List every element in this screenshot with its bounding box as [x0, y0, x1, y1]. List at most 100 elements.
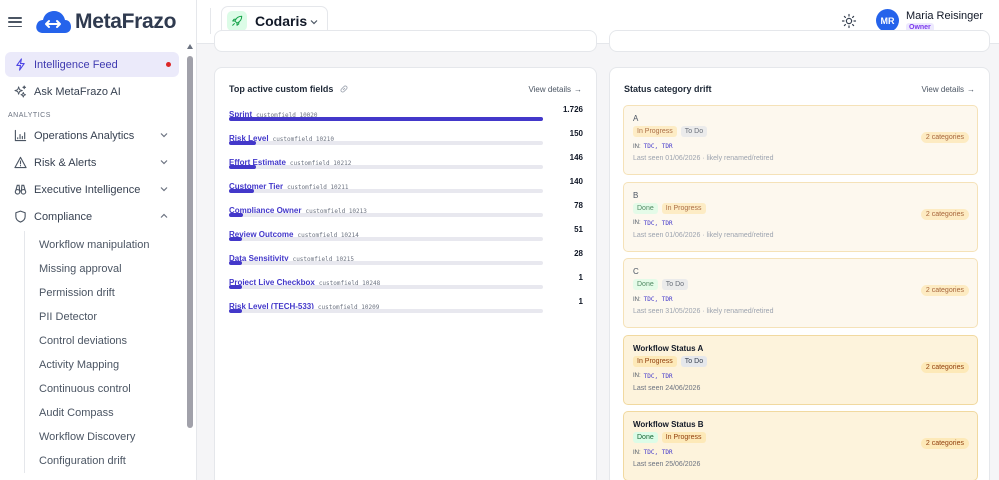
sidebar-subitem-pii-detector[interactable]: PII Detector: [39, 311, 98, 323]
sidebar-item-ask-ai[interactable]: Ask MetaFrazo AI: [5, 79, 179, 104]
chevron-up-icon: [160, 213, 168, 218]
menu-icon[interactable]: [8, 17, 22, 27]
custom-field-key: customfield_10214: [297, 232, 359, 239]
status-tag: To Do: [661, 279, 689, 290]
drift-in-label: IN:: [633, 449, 641, 456]
arrow-right-icon: →: [574, 85, 582, 94]
user-name[interactable]: Maria Reisinger: [906, 10, 984, 22]
sidebar-subitem-control-deviations[interactable]: Control deviations: [39, 335, 128, 347]
sidebar-item-intelligence-feed[interactable]: Intelligence Feed: [5, 52, 179, 77]
custom-field-value: 78: [574, 201, 583, 210]
sidebar-item-compliance[interactable]: Compliance: [5, 204, 179, 229]
usage-bar-track: [229, 117, 543, 121]
categories-badge: 2 categories: [920, 438, 969, 449]
sidebar: MetaFrazo Intelligence Feed Ask MetaFraz…: [0, 0, 197, 480]
custom-field-value: 28: [574, 249, 583, 258]
drift-projects: IN: TDC, TDR: [633, 296, 673, 303]
logo[interactable]: MetaFrazo: [34, 9, 176, 35]
sidebar-subitem-workflow-discovery[interactable]: Workflow Discovery: [39, 431, 136, 443]
avatar[interactable]: MR: [876, 9, 899, 32]
custom-field-row[interactable]: Review Outcome customfield_10214 51: [229, 224, 583, 248]
sidebar-item-label: Risk & Alerts: [34, 156, 97, 169]
custom-field-name[interactable]: Project Live Checkbox: [229, 278, 315, 287]
sidebar-header: MetaFrazo: [0, 0, 196, 44]
categories-badge: 2 categories: [920, 361, 969, 373]
custom-field-row[interactable]: Risk Level (TECH-533) customfield_10209 1: [229, 296, 583, 320]
custom-field-value: 1.726: [562, 105, 583, 114]
drift-project-codes: TDC, TDR: [643, 143, 673, 150]
sidebar-subitem-configuration-drift[interactable]: Configuration drift: [39, 455, 126, 467]
sidebar-item-risk-alerts[interactable]: Risk & Alerts: [5, 150, 179, 175]
status-tags: Done In Progress: [633, 432, 710, 443]
usage-bar-fill: [229, 309, 242, 313]
custom-field-row[interactable]: Project Live Checkbox customfield_10248 1: [229, 272, 583, 296]
custom-field-name[interactable]: Compliance Owner: [229, 206, 302, 215]
sidebar-subitem-permission-drift[interactable]: Permission drift: [39, 287, 115, 299]
sidebar-scrollbar[interactable]: [186, 44, 194, 480]
usage-bar-fill: [229, 261, 242, 265]
chevron-down-icon: [160, 133, 168, 138]
bolt-icon: [13, 58, 27, 72]
logo-text: MetaFrazo: [75, 10, 177, 33]
status-drift-item[interactable]: A In Progress To Do IN: TDC, TDR Last seen 01…: [623, 105, 978, 175]
custom-field-name[interactable]: Risk Level: [229, 134, 269, 143]
custom-field-name[interactable]: Effort Estimate: [229, 158, 286, 167]
view-details-link[interactable]: View details →: [921, 85, 975, 94]
usage-bar-track: [229, 141, 543, 145]
sun-icon[interactable]: [841, 13, 857, 29]
status-tag: Done: [633, 432, 658, 443]
custom-field-row[interactable]: Data Sensitivity customfield_10215 28: [229, 248, 583, 272]
chart-icon: [13, 129, 27, 143]
sidebar-item-operations-analytics[interactable]: Operations Analytics: [5, 123, 179, 148]
sidebar-subitem-continuous-control[interactable]: Continuous control: [39, 383, 131, 395]
drift-project-codes: TDC, TDR: [643, 219, 673, 227]
custom-field-key: customfield_10211: [287, 184, 349, 191]
custom-field-value: 1: [578, 297, 583, 306]
section-label-analytics: ANALYTICS: [8, 112, 51, 119]
sidebar-item-executive-intelligence[interactable]: Executive Intelligence: [5, 177, 179, 202]
sidebar-subitem-missing-approval[interactable]: Missing approval: [39, 263, 122, 275]
cloud-logo-icon: [34, 9, 72, 35]
usage-bar-track: [229, 261, 543, 265]
scrollbar-thumb[interactable]: [187, 56, 193, 428]
sidebar-subitem-activity-mapping[interactable]: Activity Mapping: [39, 359, 120, 371]
compliance-submenu: Workflow manipulation Missing approval P…: [24, 231, 179, 473]
drift-last-seen: Last seen 25/06/2026: [633, 461, 701, 468]
custom-field-row[interactable]: Risk Level customfield_10210 150: [229, 128, 583, 152]
custom-field-row[interactable]: Sprint customfield_10020 1.726: [229, 104, 583, 128]
drift-status-name: Workflow Status A: [633, 343, 704, 353]
drift-last-seen: Last seen 24/06/2026: [633, 384, 701, 392]
custom-field-row[interactable]: Compliance Owner customfield_10213 78: [229, 200, 583, 224]
custom-field-name[interactable]: Sprint: [229, 110, 253, 119]
status-tags: Done In Progress: [633, 202, 710, 214]
view-details-link[interactable]: View details →: [528, 85, 582, 94]
custom-field-name[interactable]: Review Outcome: [229, 230, 294, 239]
drift-last-seen: Last seen 31/05/2026 · likely renamed/re…: [633, 308, 774, 315]
custom-field-name[interactable]: Data Sensitivity: [229, 254, 289, 263]
card-title-text: Top active custom fields: [229, 84, 334, 94]
usage-bar-fill: [229, 117, 543, 121]
custom-field-row[interactable]: Effort Estimate customfield_10212 146: [229, 152, 583, 176]
usage-bar-track: [229, 213, 543, 217]
custom-field-row[interactable]: Customer Tier customfield_10211 140: [229, 176, 583, 200]
custom-field-name[interactable]: Risk Level (TECH-533): [229, 302, 314, 311]
card-title: Top active custom fields: [229, 84, 349, 94]
sidebar-item-label: Ask MetaFrazo AI: [34, 85, 121, 98]
status-drift-item[interactable]: Workflow Status A In Progress To Do IN: TDC,…: [623, 334, 978, 405]
scroll-up-arrow-icon[interactable]: [187, 44, 193, 49]
sidebar-subitem-workflow-manipulation[interactable]: Workflow manipulation: [39, 239, 150, 251]
binoculars-icon: [13, 183, 27, 197]
status-drift-item[interactable]: B Done In Progress IN: TDC, TDR Last seen 01/…: [623, 181, 978, 252]
drift-projects: IN: TDC, TDR: [633, 373, 673, 380]
custom-field-name[interactable]: Customer Tier: [229, 182, 284, 191]
custom-field-key: customfield_10210: [272, 136, 334, 143]
view-details-label: View details: [921, 85, 964, 94]
status-drift-item[interactable]: C Done To Do IN: TDC, TDR Last seen 31/05/202…: [623, 258, 978, 328]
sidebar-subitem-audit-compass[interactable]: Audit Compass: [39, 407, 114, 419]
usage-bar-fill: [229, 237, 242, 241]
status-tag: In Progress: [661, 202, 706, 214]
sidebar-nav: Intelligence Feed Ask MetaFrazo AI ANALY…: [0, 44, 196, 473]
drift-project-codes: TDC, TDR: [643, 372, 673, 380]
status-drift-item[interactable]: Workflow Status B Done In Progress IN: TDC, …: [623, 411, 978, 480]
drift-status-name: C: [633, 267, 639, 276]
